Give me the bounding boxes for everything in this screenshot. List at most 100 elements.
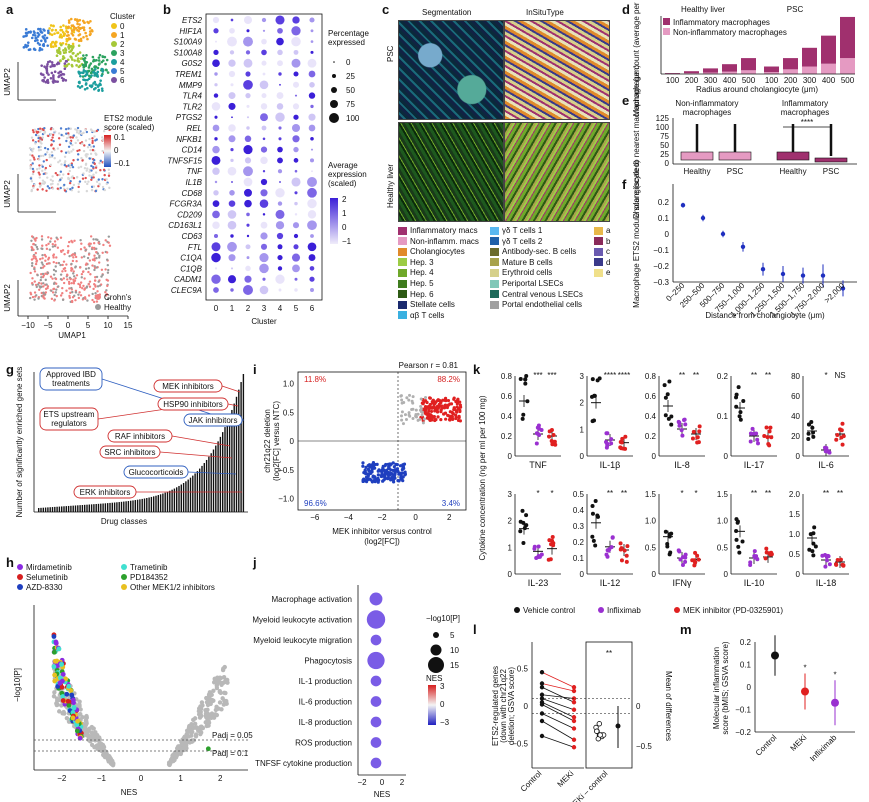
expression-dot — [245, 244, 251, 250]
expression-dot — [278, 288, 282, 292]
h-padj-01: Padj = 0.1 — [212, 749, 249, 758]
j-term-label: IL-1 production — [299, 677, 352, 686]
j-term-label: Macrophage activation — [272, 595, 353, 604]
i-point-red — [442, 406, 446, 410]
umap-cell — [69, 136, 72, 139]
umap-cell — [104, 62, 107, 66]
k-point — [835, 432, 840, 437]
expression-dot — [215, 40, 217, 43]
umap-cell — [59, 28, 63, 32]
umap-cell — [45, 151, 49, 154]
i-point-blue — [364, 465, 368, 469]
umap-cell — [73, 253, 77, 257]
m-point — [771, 651, 779, 660]
k-y-tick: 80 — [791, 372, 800, 381]
umap-cell — [93, 74, 96, 77]
f-y-tick: 0.2 — [658, 198, 670, 207]
legend-label: αβ T cells — [410, 310, 445, 320]
j-size-dot — [428, 657, 444, 673]
h-point-mek — [56, 646, 62, 652]
m-y-tick: −0.2 — [735, 728, 751, 737]
d-bar-noninflam — [802, 66, 817, 74]
i-point-red — [432, 415, 436, 420]
m-y-tick: 0.1 — [740, 661, 752, 670]
h-point — [57, 709, 62, 714]
umap-cell — [64, 79, 68, 82]
umap-cell — [82, 131, 85, 135]
umap-cell — [73, 239, 76, 242]
umap-cell — [39, 148, 42, 152]
j-dot — [366, 610, 386, 629]
e-ylabel: Cholangiocyte to nearest macrophage (μm) — [632, 65, 641, 219]
k-y-tick: 0.3 — [573, 522, 585, 531]
expression-dot — [262, 137, 266, 141]
umap-cell — [92, 242, 96, 245]
i-point-blue — [392, 465, 396, 469]
umap-cell — [99, 83, 102, 87]
umap-cell — [70, 24, 74, 27]
g-bar — [203, 463, 205, 512]
g-bar — [219, 436, 222, 512]
g-bar — [150, 496, 153, 512]
m-point — [831, 698, 839, 707]
k-y-tick: 0 — [796, 452, 801, 461]
umap-cell — [76, 139, 80, 142]
umap-cell — [38, 127, 42, 130]
umap-cell — [70, 63, 74, 67]
umap-cell — [105, 58, 109, 62]
k-cytokine-name: IL-23 — [528, 578, 549, 588]
k-point — [550, 442, 555, 447]
g-callout-text: RAF inhibitors — [115, 432, 165, 441]
l-ylabel: ETS2-regulated genes(down with chr21q22d… — [491, 666, 516, 746]
umap-cell — [85, 130, 89, 134]
i-point-grey — [402, 400, 406, 404]
g-xlabel: Drug classes — [101, 517, 147, 526]
f-y-tick: −0.3 — [653, 278, 669, 287]
legend-healthy: Healthy — [104, 303, 131, 312]
umap-cell — [92, 238, 95, 241]
j-dot — [369, 592, 383, 606]
umap-cell — [43, 181, 46, 184]
umap-cell — [97, 59, 101, 62]
k-point — [549, 427, 554, 432]
umap-cell — [55, 236, 58, 239]
umap-cell — [75, 136, 78, 139]
k-point — [521, 541, 526, 546]
umap-cell — [49, 178, 53, 181]
d-bar-noninflam — [741, 70, 756, 74]
k-point — [807, 547, 812, 552]
k-point — [604, 552, 609, 557]
legend-label: c — [606, 247, 610, 257]
umap-cell — [62, 281, 66, 285]
l-pair-line — [541, 713, 575, 729]
legend-item: Hep. 6 — [398, 290, 434, 299]
umap-cell — [66, 39, 69, 42]
gene-label: IL1B — [186, 178, 203, 187]
umap-cell — [61, 270, 64, 273]
g-callout-text: SRC inhibitors — [104, 448, 155, 457]
k-point — [735, 520, 740, 525]
k-y-tick: 0 — [724, 570, 729, 579]
umap-cell — [57, 137, 61, 140]
expression-dot — [231, 181, 233, 183]
d-legend-inflam — [663, 18, 670, 25]
g-bar — [166, 491, 169, 512]
umap-cell — [89, 152, 93, 156]
cluster-legend-label: 3 — [120, 49, 125, 58]
l-point-control — [539, 685, 545, 690]
k-point — [738, 417, 743, 422]
legend-item: Central venous LSECs — [490, 290, 583, 299]
umap-cell — [68, 45, 72, 49]
k-point — [737, 550, 742, 555]
umap-cell — [62, 24, 65, 27]
i-point-red — [448, 418, 452, 422]
k-point — [768, 425, 773, 430]
umap-cell — [98, 284, 102, 287]
k-point — [683, 552, 688, 557]
k-subplot: 1.51.00.50** **IL-10 — [717, 489, 777, 588]
k-point — [692, 563, 697, 568]
umap-cell — [79, 74, 82, 78]
expression-dot — [294, 288, 298, 292]
h-points — [51, 632, 230, 768]
umap-cell — [100, 87, 104, 90]
